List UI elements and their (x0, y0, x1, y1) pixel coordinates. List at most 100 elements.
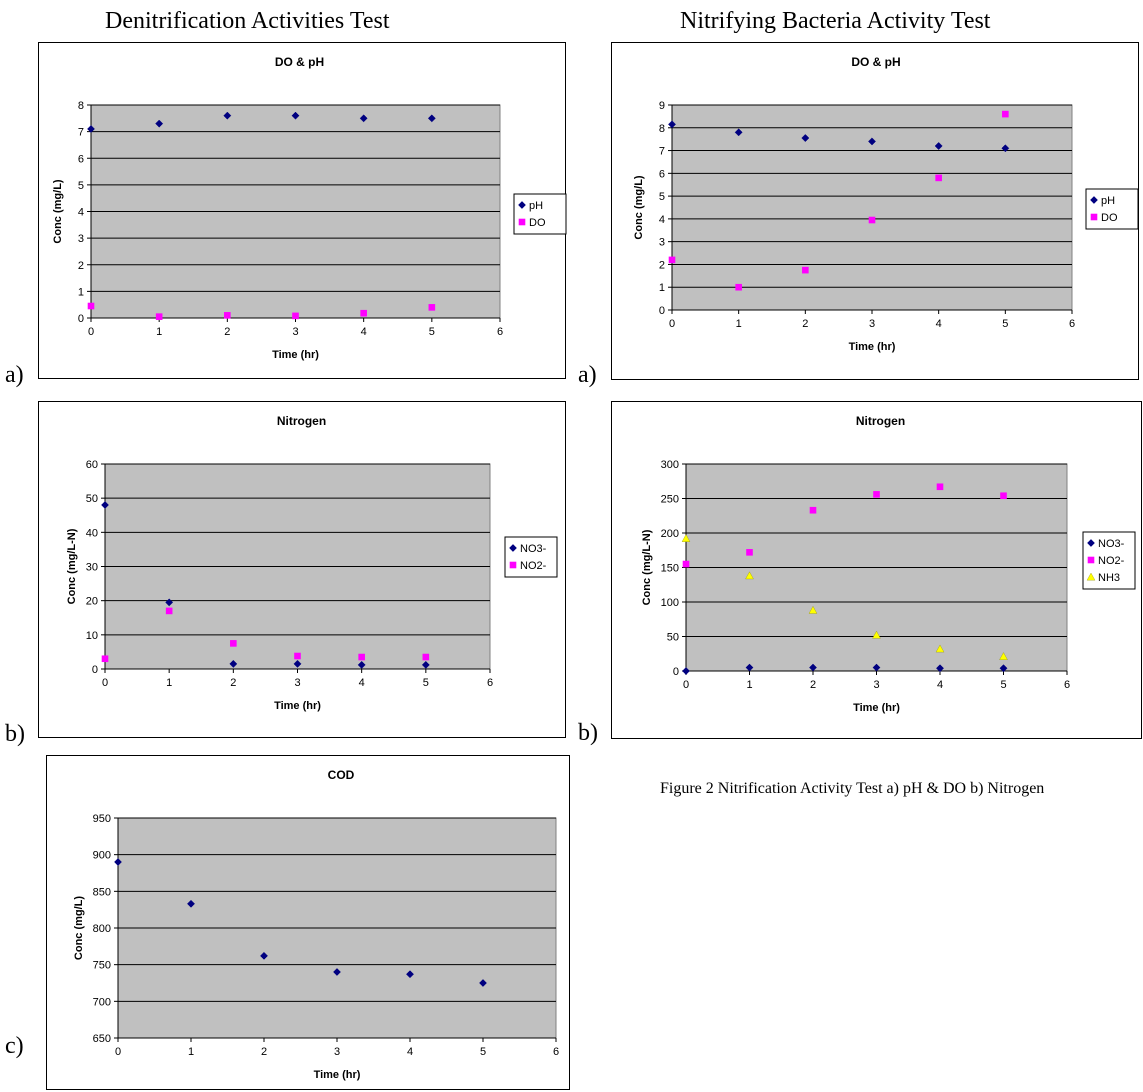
x-tick-label: 4 (407, 1046, 413, 1058)
heading-denitrification: Denitrification Activities Test (105, 8, 390, 34)
x-tick-label: 1 (746, 679, 752, 691)
y-tick-label: 700 (93, 996, 111, 1008)
data-point-no2-0 (682, 560, 690, 568)
chart-title: DO & pH (275, 55, 324, 69)
panel-letter-nitr-b: b) (578, 720, 598, 746)
data-point-no3-0 (101, 501, 109, 509)
chart-nitr-nitrogen: Nitrogen 0 50 100 150 200 250 300 0 1 2 3 4 5 6 Time (h… (611, 401, 1142, 739)
legend-label: NO3- (1098, 538, 1125, 550)
legend-label: NO3- (520, 543, 547, 555)
data-point-no3-2 (229, 659, 238, 668)
x-tick-label: 5 (423, 677, 429, 689)
y-tick-label: 4 (659, 214, 665, 226)
denit-do-ph-svg: DO & pH 0 1 2 3 4 5 6 7 8 0 1 2 3 4 5 6 Time (hr) Conc (mg… (52, 55, 567, 361)
data-point-no3-1 (165, 598, 174, 607)
x-tick-label: 6 (1064, 679, 1070, 691)
x-tick-label: 5 (480, 1046, 486, 1058)
x-axis-label: Time (hr) (314, 1069, 361, 1081)
data-point-ph-5 (1001, 144, 1010, 153)
plot-area (671, 104, 1073, 311)
y-tick-label: 0 (78, 313, 84, 325)
data-point-no3-4 (936, 664, 944, 673)
x-tick-label: 1 (188, 1046, 194, 1058)
heading-nitrifying: Nitrifying Bacteria Activity Test (680, 8, 991, 34)
denit-cod-svg: COD 650 700 750 800 850 900 950 0 1 2 3 4 5 6 Time (hr)… (73, 768, 559, 1081)
legend-box (513, 193, 567, 235)
data-point-no2-5 (422, 653, 430, 661)
data-point-ph-2 (223, 111, 232, 120)
data-point-no2-5 (1000, 492, 1007, 500)
y-axis-label: Conc (mg/L) (52, 179, 64, 243)
x-tick-label: 6 (487, 677, 493, 689)
y-tick-label: 900 (93, 850, 111, 862)
x-tick-label: 2 (224, 326, 230, 338)
data-point-do-5 (428, 304, 436, 311)
y-tick-label: 300 (661, 459, 679, 471)
y-axis-label: Conc (mg/L-N) (66, 528, 78, 604)
data-point-do-2 (224, 312, 231, 319)
legend-marker (1087, 556, 1095, 564)
x-tick-label: 3 (869, 318, 875, 330)
data-point-series-2 (260, 951, 268, 960)
data-point-series-3 (333, 968, 341, 976)
y-tick-label: 3 (659, 237, 665, 249)
chart-title: Nitrogen (277, 414, 326, 428)
data-point-no3-0 (682, 667, 690, 675)
y-tick-label: 250 (661, 494, 679, 506)
denit-nitrogen-svg: Nitrogen 0 10 20 30 40 50 60 0 1 2 3 4 5 6 Time (hr) Con… (66, 414, 558, 712)
y-tick-label: 850 (93, 886, 111, 898)
data-point-nh3-0 (681, 534, 691, 542)
x-tick-label: 6 (497, 326, 503, 338)
y-tick-label: 100 (661, 597, 679, 609)
y-tick-label: 1 (659, 282, 665, 294)
data-point-no2-1 (746, 549, 753, 556)
data-point-ph-2 (801, 134, 810, 142)
data-point-no2-4 (936, 483, 944, 491)
x-tick-label: 0 (102, 677, 108, 689)
chart-denit-nitrogen: Nitrogen 0 10 20 30 40 50 60 0 1 2 3 4 5 6 Time (hr) Con… (38, 401, 566, 738)
legend-marker (509, 561, 517, 569)
x-tick-label: 2 (802, 318, 808, 330)
x-tick-label: 4 (937, 679, 943, 691)
y-tick-label: 9 (659, 100, 665, 112)
data-point-do-0 (668, 256, 676, 264)
data-point-no3-5 (421, 660, 430, 669)
y-tick-label: 150 (661, 563, 679, 575)
y-tick-label: 7 (659, 146, 665, 158)
y-tick-label: 5 (659, 191, 665, 203)
y-tick-label: 200 (661, 528, 679, 540)
legend-label: pH (529, 200, 543, 212)
data-point-no2-4 (358, 653, 365, 661)
data-point-do-0 (87, 302, 95, 310)
data-point-nh3-5 (999, 652, 1008, 660)
y-tick-label: 6 (78, 153, 84, 165)
legend-label: DO (1101, 212, 1118, 224)
nitr-nitrogen-svg: Nitrogen 0 50 100 150 200 250 300 0 1 2 3 4 5 6 Time (h… (641, 414, 1136, 714)
y-axis-label: Conc (mg/L) (73, 896, 85, 960)
data-point-ph-1 (155, 119, 164, 128)
data-point-ph-0 (87, 125, 95, 133)
y-tick-label: 10 (86, 630, 98, 642)
chart-title: COD (328, 768, 355, 782)
data-point-nh3-2 (808, 605, 818, 614)
data-point-ph-1 (734, 128, 743, 137)
legend-marker (518, 201, 526, 209)
data-point-no3-2 (809, 663, 817, 672)
chart-title: DO & pH (851, 55, 900, 69)
legend-marker (509, 544, 517, 552)
data-point-do-1 (155, 313, 163, 320)
legend-label: DO (529, 217, 546, 229)
y-tick-label: 50 (667, 632, 679, 644)
x-tick-label: 6 (1069, 318, 1075, 330)
data-point-ph-3 (868, 137, 876, 146)
data-point-series-4 (406, 970, 414, 979)
x-tick-label: 5 (429, 326, 435, 338)
data-point-series-1 (187, 899, 195, 908)
x-tick-label: 5 (1002, 318, 1008, 330)
y-tick-label: 2 (659, 259, 665, 271)
y-tick-label: 750 (93, 960, 111, 972)
chart-nitr-do-ph: DO & pH 0 1 2 3 4 5 6 7 8 9 0 1 2 3 4 5 6 Time (hr) Conc (m… (611, 42, 1139, 380)
y-axis-label: Conc (mg/L) (633, 175, 645, 239)
data-point-nh3-3 (872, 630, 881, 639)
y-tick-label: 20 (86, 596, 98, 608)
